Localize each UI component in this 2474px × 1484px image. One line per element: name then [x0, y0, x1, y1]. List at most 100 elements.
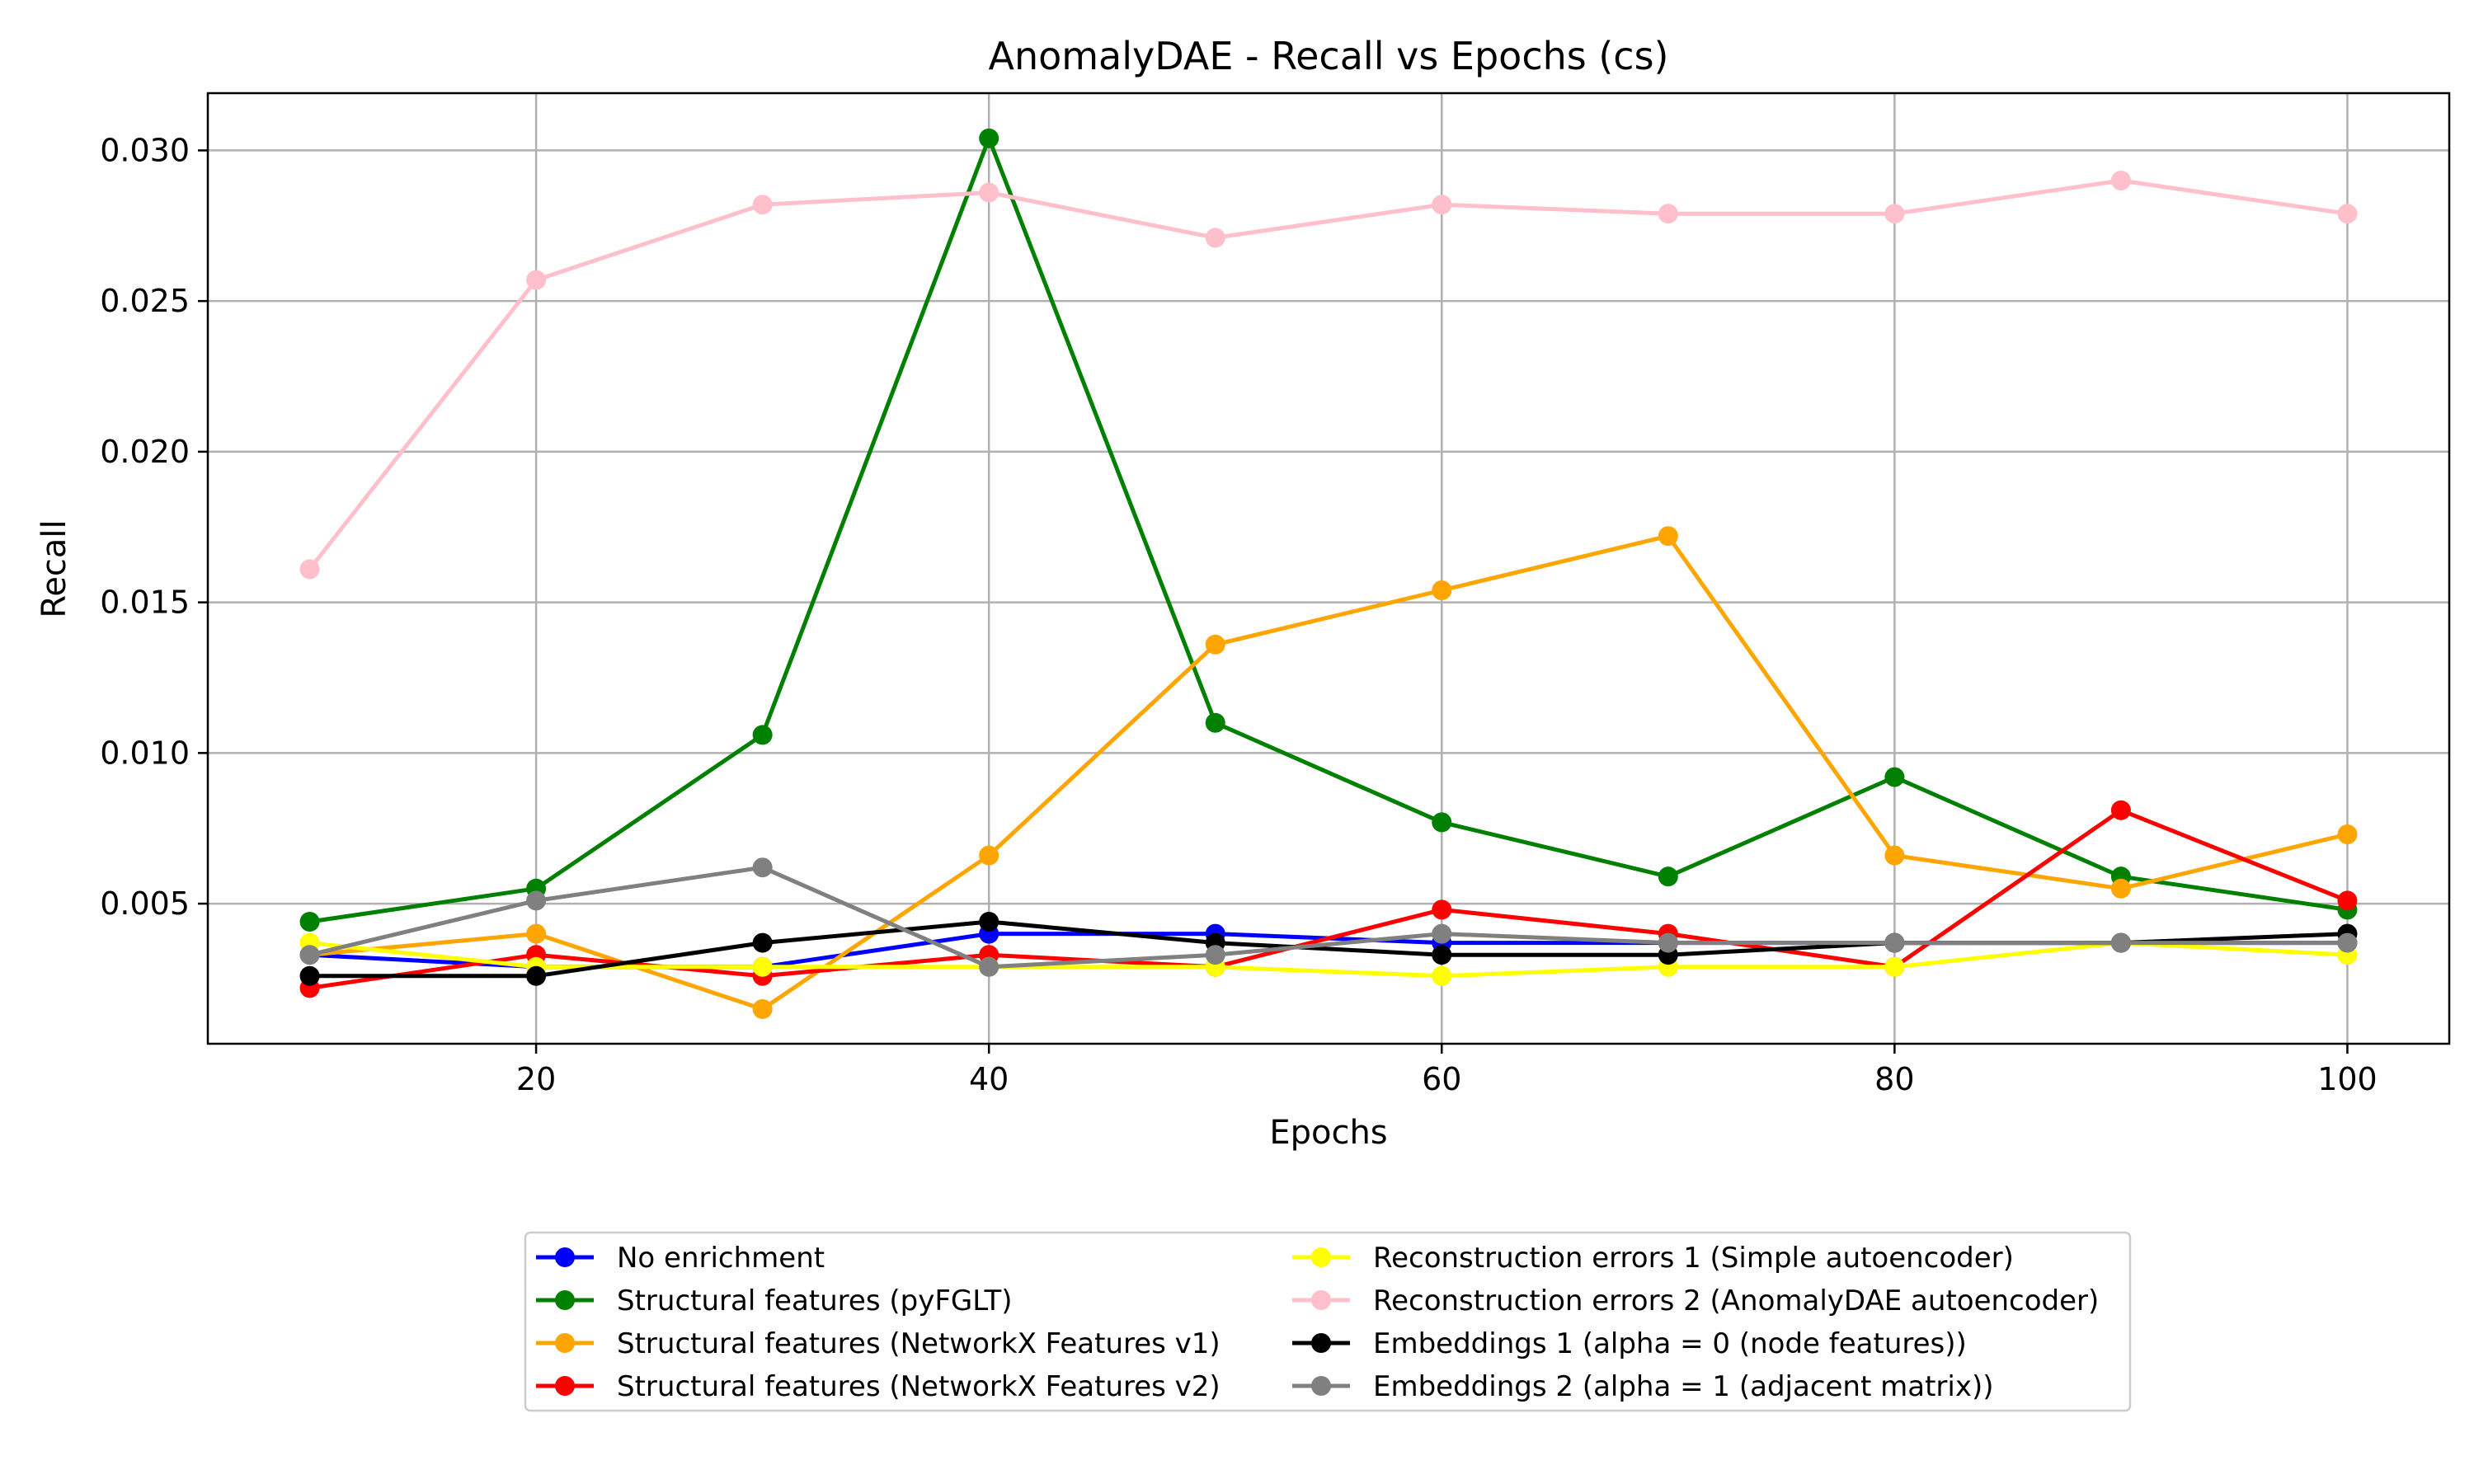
y-tick-label: 0.005: [100, 885, 190, 922]
grid-lines: [208, 93, 2449, 1044]
data-point: [299, 911, 320, 932]
data-point: [2110, 170, 2131, 190]
legend-label: Reconstruction errors 1 (Simple autoenco…: [1373, 1242, 2014, 1275]
data-point: [1432, 195, 1452, 215]
data-point: [2337, 824, 2358, 845]
legend-entry: Reconstruction errors 1 (Simple autoenco…: [1292, 1242, 2014, 1275]
data-point: [1658, 932, 1678, 953]
legend-label: Structural features (NetworkX Features v…: [617, 1327, 1221, 1360]
y-tick-label: 0.025: [100, 283, 190, 319]
data-point: [1658, 204, 1678, 224]
x-tick-label: 20: [516, 1061, 556, 1097]
legend-marker-swatch: [1311, 1247, 1331, 1267]
series-line: [309, 533, 2349, 1012]
data-point: [299, 965, 320, 986]
series-line: [308, 178, 2348, 571]
legend-entry: Structural features (NetworkX Features v…: [536, 1370, 1221, 1403]
data-point: [526, 890, 547, 911]
data-point: [752, 956, 773, 977]
data-point: [1432, 580, 1452, 600]
data-point: [526, 923, 547, 944]
data-point: [1205, 712, 1225, 733]
legend-marker-swatch: [555, 1247, 575, 1267]
legend-entry: Embeddings 1 (alpha = 0 (node features)): [1292, 1327, 1967, 1360]
y-tick-label: 0.010: [100, 735, 190, 771]
data-point: [1884, 956, 1905, 977]
x-axis-label: Epochs: [1269, 1114, 1387, 1152]
data-point: [526, 270, 547, 290]
data-point: [299, 945, 320, 965]
data-point: [752, 857, 773, 878]
data-point: [1205, 228, 1225, 248]
x-tick-label: 100: [2317, 1061, 2378, 1097]
data-point: [1432, 965, 1452, 986]
data-point: [2337, 932, 2358, 953]
series-line: [309, 136, 2348, 924]
legend-entry: Reconstruction errors 2 (AnomalyDAE auto…: [1292, 1284, 2099, 1317]
legend-label: Structural features (NetworkX Features v…: [617, 1370, 1221, 1403]
legend-marker-swatch: [1311, 1333, 1331, 1353]
data-point: [1432, 812, 1452, 833]
data-point: [979, 182, 999, 203]
data-point: [2337, 204, 2358, 224]
data-point: [1884, 845, 1905, 866]
data-point: [979, 911, 999, 932]
chart-title: AnomalyDAE - Recall vs Epochs (cs): [988, 34, 1668, 78]
x-tick-label: 80: [1874, 1061, 1914, 1097]
legend-marker-swatch: [1311, 1290, 1331, 1310]
y-tick-label: 0.015: [100, 585, 190, 621]
y-tick-label: 0.020: [100, 434, 190, 470]
y-axis-label: Recall: [35, 519, 73, 618]
data-point: [1432, 945, 1452, 965]
data-point: [299, 559, 320, 580]
data-point: [1432, 923, 1452, 944]
data-point: [752, 195, 773, 215]
data-point: [1884, 767, 1905, 787]
series-2: [299, 128, 2358, 932]
data-point: [2110, 878, 2131, 899]
series-8: [299, 857, 2358, 977]
data-point: [526, 965, 547, 986]
legend-entry: Structural features (pyFGLT): [536, 1284, 1013, 1317]
y-tick-label: 0.030: [100, 132, 190, 168]
data-point: [2337, 890, 2358, 911]
data-point: [979, 956, 999, 977]
data-point: [752, 998, 773, 1019]
x-tick-label: 40: [969, 1061, 1009, 1097]
series-line: [308, 865, 2348, 970]
data-point: [1884, 932, 1905, 953]
data-point: [1432, 899, 1452, 920]
x-tick-label: 60: [1422, 1061, 1461, 1097]
data-point: [1205, 945, 1225, 965]
data-point: [752, 725, 773, 745]
data-point: [979, 128, 999, 148]
legend-entry: Structural features (NetworkX Features v…: [536, 1327, 1221, 1360]
data-point: [979, 845, 999, 866]
y-axis-ticks: 0.005 0.010 0.015 0.020 0.025 0.030: [100, 132, 208, 922]
legend-marker-swatch: [555, 1333, 575, 1353]
data-point: [1884, 204, 1905, 224]
legend-label: Embeddings 2 (alpha = 1 (adjacent matrix…: [1373, 1370, 1993, 1403]
legend-label: Reconstruction errors 2 (AnomalyDAE auto…: [1373, 1284, 2099, 1317]
data-point: [752, 932, 773, 953]
legend-label: No enrichment: [617, 1242, 825, 1275]
plot-area-frame: [206, 92, 2451, 1045]
series-layer: [299, 128, 2358, 1019]
data-point: [2110, 800, 2131, 820]
legend-marker-swatch: [555, 1376, 575, 1396]
legend-box: [524, 1231, 2132, 1412]
data-point: [1658, 866, 1678, 887]
legend-marker-swatch: [1311, 1376, 1331, 1396]
data-point: [1658, 526, 1678, 547]
legend: No enrichment Structural features (pyFGLT…: [524, 1231, 2132, 1412]
x-axis-ticks: 20 40 60 80 100: [516, 1044, 2378, 1097]
series-line: [309, 941, 2348, 979]
data-point: [1205, 634, 1225, 655]
legend-label: Structural features (pyFGLT): [617, 1284, 1013, 1317]
legend-marker-swatch: [555, 1290, 575, 1310]
legend-entry: No enrichment: [536, 1242, 825, 1275]
legend-label: Embeddings 1 (alpha = 0 (node features)): [1373, 1327, 1967, 1360]
data-point: [2110, 932, 2131, 953]
series-6: [299, 170, 2358, 580]
